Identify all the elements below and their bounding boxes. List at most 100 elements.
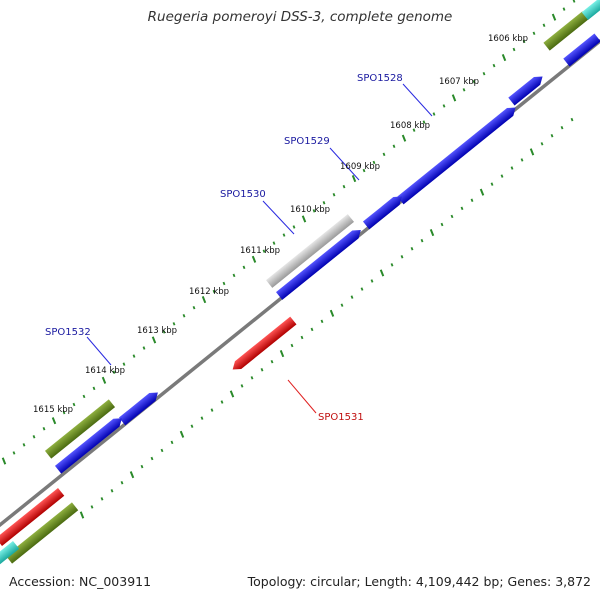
minor-tick bbox=[340, 303, 344, 307]
major-tick bbox=[1, 457, 7, 465]
gene-forward-left[interactable] bbox=[54, 414, 125, 474]
outer-tick-ring bbox=[1, 0, 576, 465]
kbp-label: 1611 kbp bbox=[240, 246, 280, 256]
minor-tick bbox=[162, 330, 166, 334]
minor-tick bbox=[412, 128, 416, 132]
gene-label-spo1530[interactable]: SPO1530 bbox=[220, 189, 266, 200]
gene-label-spo1531[interactable]: SPO1531 bbox=[318, 412, 364, 423]
minor-tick bbox=[470, 198, 474, 203]
gene-spo1532[interactable] bbox=[118, 389, 161, 426]
major-tick bbox=[379, 269, 385, 277]
minor-tick bbox=[262, 249, 266, 253]
gene-label-spo1529[interactable]: SPO1529 bbox=[284, 136, 330, 147]
minor-tick bbox=[462, 88, 466, 92]
gene-red-left[interactable] bbox=[0, 487, 65, 547]
minor-tick bbox=[182, 314, 186, 318]
minor-tick bbox=[32, 435, 36, 439]
minor-tick bbox=[440, 222, 444, 227]
label-callouts bbox=[86, 83, 433, 414]
minor-tick bbox=[322, 201, 326, 205]
accession-text: Accession: NC_003911 bbox=[9, 574, 152, 589]
minor-tick bbox=[500, 174, 504, 178]
minor-tick bbox=[312, 209, 316, 213]
gene-forward-top[interactable] bbox=[508, 73, 545, 106]
major-tick bbox=[51, 417, 57, 425]
major-tick bbox=[151, 336, 157, 344]
minor-tick bbox=[342, 184, 346, 189]
minor-tick bbox=[192, 305, 196, 310]
minor-tick bbox=[82, 394, 86, 399]
gene-olive-2[interactable] bbox=[44, 399, 116, 459]
kbp-label: 1606 kbp bbox=[488, 34, 528, 44]
kbp-label: 1614 kbp bbox=[85, 366, 125, 376]
minor-tick bbox=[540, 142, 544, 146]
gene-forward-edge[interactable] bbox=[563, 33, 600, 67]
gene-olive-3[interactable] bbox=[5, 502, 79, 564]
minor-tick bbox=[242, 265, 246, 270]
major-tick bbox=[129, 471, 135, 479]
minor-tick bbox=[542, 23, 546, 27]
gene-label-spo1532[interactable]: SPO1532 bbox=[45, 327, 91, 338]
gene-spo1531[interactable] bbox=[230, 316, 297, 374]
minor-tick bbox=[200, 416, 204, 420]
gene-spo1529[interactable] bbox=[362, 193, 405, 230]
minor-tick bbox=[442, 104, 446, 108]
minor-tick bbox=[372, 160, 376, 165]
map-title: Ruegeria pomeroyi DSS-3, complete genome bbox=[147, 9, 453, 25]
minor-tick bbox=[100, 497, 104, 501]
minor-tick bbox=[410, 246, 414, 251]
minor-tick bbox=[472, 80, 476, 84]
gene-cyan-top[interactable] bbox=[581, 0, 600, 21]
gene-spo1530[interactable] bbox=[276, 226, 364, 300]
kbp-label: 1612 kbp bbox=[189, 287, 229, 297]
minor-tick bbox=[240, 384, 244, 388]
major-tick bbox=[101, 376, 107, 384]
minor-tick bbox=[270, 359, 274, 364]
minor-tick bbox=[90, 505, 94, 509]
minor-tick bbox=[172, 322, 176, 326]
major-tick bbox=[501, 53, 507, 62]
kbp-label: 1615 kbp bbox=[33, 405, 73, 415]
minor-tick bbox=[150, 456, 154, 461]
minor-tick bbox=[220, 400, 224, 404]
gene-spo1530-grey[interactable] bbox=[266, 214, 354, 288]
gene-cyan-1[interactable] bbox=[0, 540, 20, 566]
minor-tick bbox=[160, 448, 164, 453]
minor-tick bbox=[370, 279, 374, 283]
minor-tick bbox=[560, 125, 564, 130]
minor-tick bbox=[390, 263, 394, 267]
minor-tick bbox=[520, 158, 524, 162]
minor-tick bbox=[360, 287, 364, 291]
minor-tick bbox=[122, 362, 126, 366]
minor-tick bbox=[512, 47, 516, 52]
gene-spo1528[interactable] bbox=[397, 104, 518, 205]
minor-tick bbox=[260, 368, 264, 372]
minor-tick bbox=[482, 71, 486, 76]
minor-tick bbox=[522, 39, 526, 44]
minor-tick bbox=[350, 295, 354, 299]
minor-tick bbox=[12, 451, 16, 455]
minor-tick bbox=[170, 440, 174, 445]
minor-tick bbox=[420, 238, 424, 243]
minor-tick bbox=[422, 120, 426, 124]
minor-tick bbox=[570, 117, 574, 122]
minor-tick bbox=[362, 168, 366, 173]
major-tick bbox=[451, 94, 457, 102]
gene-olive-1[interactable] bbox=[543, 11, 589, 51]
major-tick bbox=[251, 255, 257, 263]
kbp-label: 1608 kbp bbox=[390, 121, 430, 131]
minor-tick bbox=[490, 182, 494, 186]
minor-tick bbox=[400, 255, 404, 259]
major-tick bbox=[529, 148, 535, 156]
minor-tick bbox=[282, 233, 286, 237]
minor-tick bbox=[392, 144, 396, 149]
major-tick bbox=[201, 296, 207, 304]
minor-tick bbox=[190, 424, 194, 428]
gene-features bbox=[0, 0, 600, 566]
kbp-label: 1607 kbp bbox=[439, 77, 479, 87]
gene-label-spo1528[interactable]: SPO1528 bbox=[357, 73, 403, 84]
minor-tick bbox=[142, 346, 146, 350]
minor-tick bbox=[210, 408, 214, 412]
major-tick bbox=[301, 215, 307, 223]
